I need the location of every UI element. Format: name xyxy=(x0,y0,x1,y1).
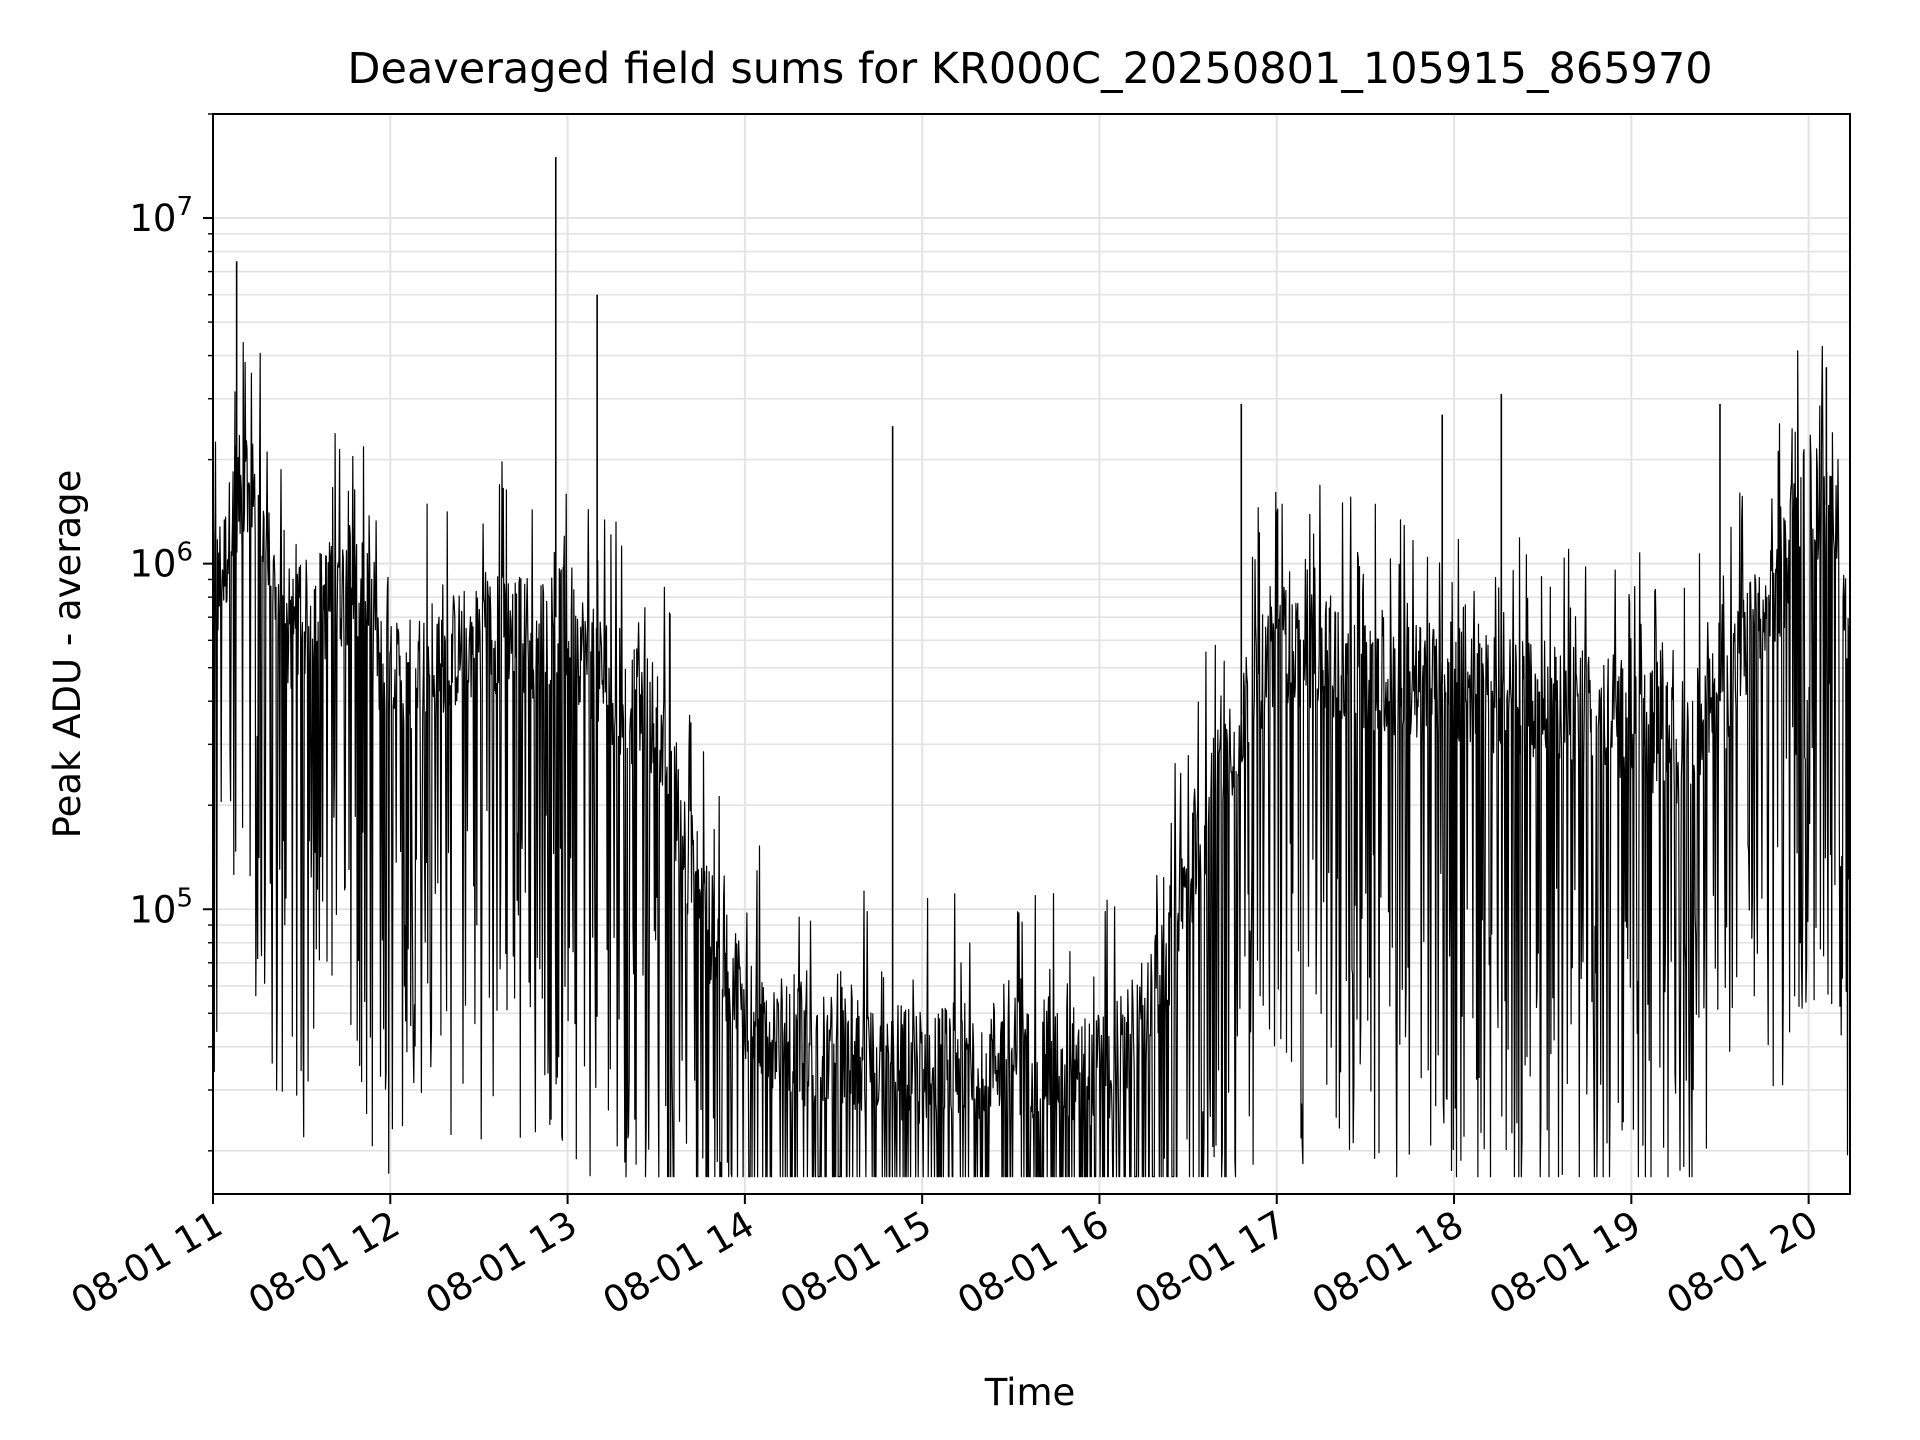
x-axis-label: Time xyxy=(984,1371,1076,1414)
y-tick-label: 105 xyxy=(129,883,193,931)
grid xyxy=(212,113,1850,1194)
chart-title: Deaveraged field sums for KR000C_2025080… xyxy=(347,44,1712,94)
plot-area xyxy=(212,157,1851,1178)
plot-frame xyxy=(212,113,1851,1195)
y-tick-label: 107 xyxy=(129,192,193,240)
y-axis-label: Peak ADU - average xyxy=(46,470,89,839)
y-axis: 105 106 107 xyxy=(129,113,213,1152)
series-line xyxy=(212,341,1851,1178)
y-tick-label: 106 xyxy=(129,538,193,586)
